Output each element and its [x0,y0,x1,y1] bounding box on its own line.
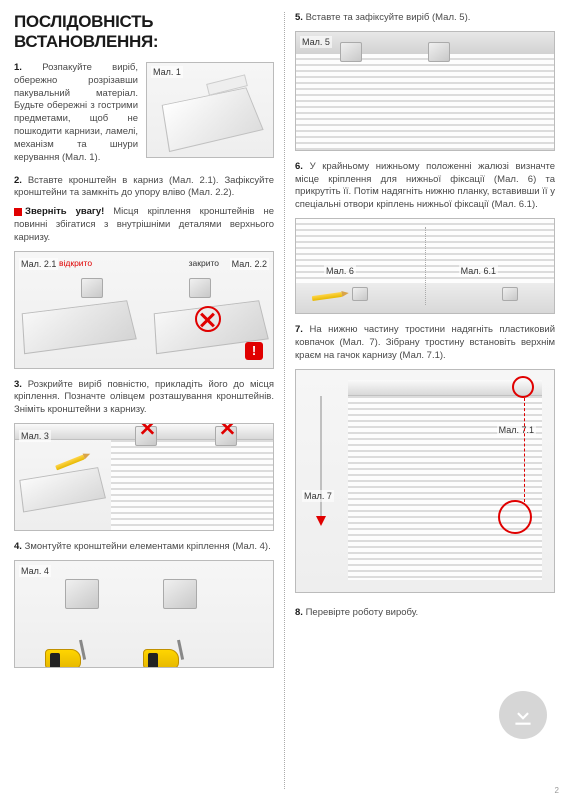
bracket-4b [163,579,197,609]
step-6-num: 6. [295,161,303,172]
figure-5: Мал. 5 [295,31,555,151]
figure-3-label: Мал. 3 [19,430,51,442]
step-4-body: Змонтуйте кронштейни елементами кріпленн… [25,541,271,552]
step-1: 1. Розпакуйте виріб, обережно розрізавши… [14,62,274,165]
step-4-num: 4. [14,541,22,552]
step-8-body: Перевірте роботу виробу. [306,607,419,618]
warning-label: Зверніть увагу! [25,206,104,217]
red-x-3b [220,423,234,435]
step-3-num: 3. [14,379,22,390]
step-3-text: 3. Розкрийте виріб повністю, прикладіть … [14,379,274,417]
bracket-4a [65,579,99,609]
figure-7-label: Мал. 7 [302,490,334,502]
step-5-body: Вставте та зафіксуйте виріб (Мал. 5). [306,12,471,23]
figure-6-1-label: Мал. 6.1 [459,265,498,277]
step-5-text: 5. Вставте та зафіксуйте виріб (Мал. 5). [295,12,555,25]
step-8-num: 8. [295,607,303,618]
figure-4: Мал. 4 [14,560,274,668]
label-closed: закрито [189,258,219,268]
step-6-body: У крайньому нижньому положенні жалюзі ви… [295,161,555,210]
rail-perspective-3 [19,467,106,512]
step-4-text: 4. Змонтуйте кронштейни елементами кріпл… [14,541,274,554]
figure-7-1-label: Мал. 7.1 [497,424,536,436]
red-x-3a [140,423,154,435]
lower-fix-6b [502,287,518,301]
right-column: 5. Вставте та зафіксуйте виріб (Мал. 5).… [285,12,555,789]
left-column: ПОСЛІДОВНІСТЬ ВСТАНОВЛЕННЯ: 1. Розпакуйт… [14,12,285,789]
step-2-num: 2. [14,175,22,186]
figure-7: Мал. 7 Мал. 7.1 [295,369,555,593]
step-2-warning: Зверніть увагу! Місця кріплення кронштей… [14,206,274,244]
pencil-icon [55,455,85,471]
figure-3: Мал. 3 [14,423,274,531]
step-6-text: 6. У крайньому нижньому положенні жалюзі… [295,161,555,212]
warning-icon [14,208,22,216]
drill-icon-left [45,635,91,668]
figure-2: Мал. 2.1 відкрито закрито Мал. 2.2 ! [14,251,274,369]
figure-4-label: Мал. 4 [19,565,51,577]
figure-2-1-label: Мал. 2.1 [19,258,58,270]
blinds-5 [296,54,554,150]
download-icon [510,702,536,728]
fig-6-divider [425,227,426,305]
step-3-body: Розкрийте виріб повністю, прикладіть йог… [14,379,274,416]
bracket-closed-illustration [189,278,211,298]
label-open: відкрито [59,258,92,268]
frame-top-5 [296,32,554,54]
figure-1: Мал. 1 [146,62,274,158]
step-5-num: 5. [295,12,303,23]
figure-2-2-label: Мал. 2.2 [230,258,269,270]
page-number: 2 [555,786,559,795]
red-x-marker [199,312,215,328]
blinds-7 [348,380,542,580]
step-2-text: 2. Вставте кронштейн в карниз (Мал. 2.1)… [14,175,274,201]
unpack-illustration [162,87,264,152]
drill-icon-right [143,635,189,668]
red-circle-7b [498,500,532,534]
download-overlay-button[interactable] [499,691,547,739]
figure-6: Мал. 6 Мал. 6.1 [295,218,555,314]
step-1-num: 1. [14,62,22,73]
bracket-5a [340,42,362,62]
bracket-open-illustration [81,278,103,298]
figure-5-label: Мал. 5 [300,36,332,48]
step-7-body: На нижню частину тростини надягніть плас… [295,324,555,361]
figure-1-label: Мал. 1 [151,66,183,78]
page-title: ПОСЛІДОВНІСТЬ ВСТАНОВЛЕННЯ: [14,12,274,52]
red-dash-7 [524,398,525,502]
step-7-num: 7. [295,324,303,335]
figure-6-label: Мал. 6 [324,265,356,277]
step-7-text: 7. На нижню частину тростини надягніть п… [295,324,555,362]
step-1-body: Розпакуйте виріб, обережно розрізавши па… [14,62,138,163]
step-8-text: 8. Перевірте роботу виробу. [295,607,555,620]
bracket-5b [428,42,450,62]
rail-left-illustration [22,300,137,354]
lower-fix-6a [352,287,368,301]
red-circle-7a [512,376,534,398]
alert-badge: ! [245,342,263,360]
step-2-body: Вставте кронштейн в карниз (Мал. 2.1). З… [14,175,274,199]
step-1-text: 1. Розпакуйте виріб, обережно розрізавши… [14,62,138,165]
